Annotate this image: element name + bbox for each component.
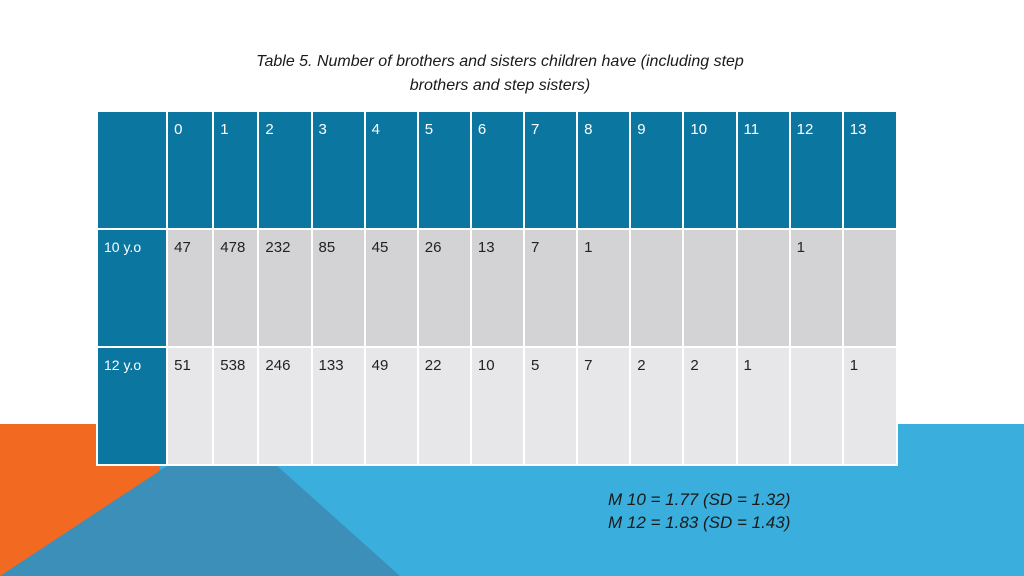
siblings-table: 0 1 2 3 4 5 6 7 8 9 10 11 12 13 10 y.o 4… <box>95 110 899 466</box>
table-cell: 85 <box>310 228 366 348</box>
table-cell: 7 <box>523 228 579 348</box>
table-cell: 13 <box>469 228 526 348</box>
table-cell: 2 <box>629 346 685 466</box>
table-cell: 1 <box>841 346 899 466</box>
table-cell: 51 <box>166 346 215 466</box>
table-cell <box>629 228 685 348</box>
column-header: 6 <box>469 110 526 230</box>
table-cell: 1 <box>735 346 791 466</box>
row-label: 10 y.o <box>95 228 169 348</box>
table-cell <box>841 228 899 348</box>
column-header: 7 <box>523 110 579 230</box>
table-cell: 246 <box>257 346 313 466</box>
table-cell: 1 <box>576 228 632 348</box>
column-header: 5 <box>416 110 472 230</box>
table-cell: 47 <box>166 228 215 348</box>
column-header: 8 <box>576 110 632 230</box>
column-header: 11 <box>735 110 791 230</box>
column-header: 10 <box>682 110 738 230</box>
table-cell: 5 <box>523 346 579 466</box>
table-cell <box>788 346 844 466</box>
stats-line-10yo: M 10 = 1.77 (SD = 1.32) <box>608 490 791 509</box>
table-cell: 538 <box>212 346 260 466</box>
table-cell: 232 <box>257 228 313 348</box>
table-cell <box>735 228 791 348</box>
stats-line-12yo: M 12 = 1.83 (SD = 1.43) <box>608 513 791 532</box>
table-title-line-2: brothers and step sisters) <box>409 77 591 94</box>
table-corner-cell <box>95 110 169 230</box>
column-header: 12 <box>788 110 844 230</box>
table-cell: 478 <box>212 228 260 348</box>
column-header: 4 <box>363 110 419 230</box>
table-title: Table 5. Number of brothers and sisters … <box>150 50 850 98</box>
table-cell: 7 <box>576 346 632 466</box>
table-row: 12 y.o 51 538 246 133 49 22 10 5 7 2 2 1… <box>95 346 899 466</box>
column-header: 0 <box>166 110 215 230</box>
row-label: 12 y.o <box>95 346 169 466</box>
table-header-row: 0 1 2 3 4 5 6 7 8 9 10 11 12 13 <box>95 110 899 230</box>
column-header: 2 <box>257 110 313 230</box>
table-cell: 133 <box>310 346 366 466</box>
table-cell: 1 <box>788 228 844 348</box>
mid-blue-triangle-shape <box>0 464 400 576</box>
table-cell: 45 <box>363 228 419 348</box>
column-header: 1 <box>212 110 260 230</box>
table-cell <box>682 228 738 348</box>
table-row: 10 y.o 47 478 232 85 45 26 13 7 1 1 <box>95 228 899 348</box>
table-cell: 10 <box>469 346 526 466</box>
table-cell: 49 <box>363 346 419 466</box>
table-cell: 26 <box>416 228 472 348</box>
column-header: 9 <box>629 110 685 230</box>
table-cell: 2 <box>682 346 738 466</box>
table-cell: 22 <box>416 346 472 466</box>
column-header: 13 <box>841 110 899 230</box>
table-title-line-1: Table 5. Number of brothers and sisters … <box>256 53 744 70</box>
summary-statistics: M 10 = 1.77 (SD = 1.32) M 12 = 1.83 (SD … <box>608 488 790 534</box>
column-header: 3 <box>310 110 366 230</box>
